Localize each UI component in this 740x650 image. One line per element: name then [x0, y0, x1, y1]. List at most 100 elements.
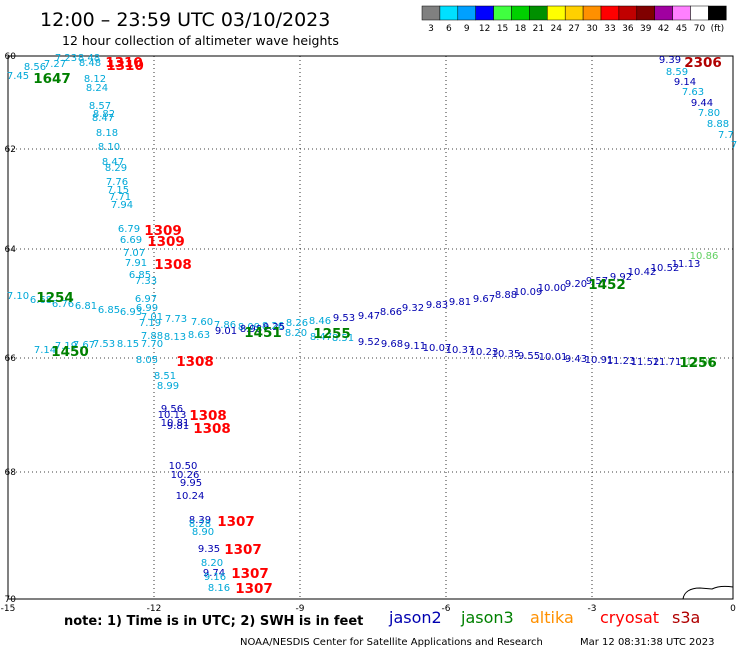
swh-value: 8.56: [24, 62, 46, 73]
swh-value: 10.52: [651, 263, 680, 274]
pass-time-label: 1647: [33, 71, 71, 87]
coastline: [682, 585, 734, 600]
latitude-label: 70: [5, 595, 17, 605]
legend-cryosat: cryosat: [600, 608, 659, 627]
swh-value: 6.76: [52, 299, 74, 310]
scale-swatch: [511, 5, 530, 21]
swh-value: 9.43: [565, 354, 587, 365]
swh-value: 9.56: [161, 404, 183, 415]
swh-value: 6.97: [135, 294, 157, 305]
swh-value: 7.53: [93, 339, 115, 350]
swh-value: 11.13: [672, 259, 701, 270]
swh-value: 8.99: [157, 381, 179, 392]
swh-value: 7.15: [107, 185, 129, 196]
swh-value: 7.10: [7, 291, 29, 302]
swh-value: 11.71: [653, 357, 682, 368]
swh-value: 6.93: [120, 307, 142, 318]
swh-value: 7: [731, 140, 737, 151]
scale-swatch: [618, 5, 638, 21]
swh-value: 9.68: [381, 339, 403, 350]
swh-value: 10.37: [446, 345, 475, 356]
scale-label: 21: [533, 24, 544, 34]
pass-time-label: 1310: [105, 55, 143, 71]
scale-swatch: [547, 5, 566, 21]
swh-value: 8.13: [164, 332, 186, 343]
pass-time-label: 1255: [313, 326, 351, 342]
scale-label: 36: [622, 24, 634, 34]
swh-value: 9.52: [358, 337, 380, 348]
swh-value: 9.35: [198, 544, 220, 555]
swh-value: 8.10: [98, 142, 120, 153]
swh-value: 8.66: [380, 307, 402, 318]
scale-swatch: [582, 5, 602, 21]
swh-value: 9.01: [215, 326, 237, 337]
scale-swatch: [457, 5, 476, 21]
scale-label: 9: [464, 24, 470, 34]
longitude-label: -6: [442, 604, 451, 614]
scale-label: 6: [446, 24, 452, 34]
swh-value: 8.88: [495, 290, 517, 301]
pass-time-label: 1254: [36, 290, 74, 306]
swh-value: 7.60: [191, 317, 213, 328]
swh-value: 7.91: [125, 258, 147, 269]
swh-value: 9.81: [449, 297, 471, 308]
swh-value: 6.79: [118, 224, 140, 235]
scale-label: 12: [479, 24, 490, 34]
swh-value: 9.81: [167, 421, 189, 432]
page-title: 12:00 – 23:59 UTC 03/10/2023: [40, 9, 330, 31]
swh-value: 8.48: [78, 53, 100, 64]
swh-value: 9.32: [402, 303, 424, 314]
swh-value: 9.20: [565, 279, 587, 290]
swh-value: 10.23: [470, 347, 499, 358]
swh-value: 10.07: [423, 343, 452, 354]
legend-jason2: jason2: [388, 608, 442, 627]
legend-s3a: s3a: [672, 608, 700, 627]
swh-value: 10.09: [514, 287, 543, 298]
swh-value: 9.53: [333, 313, 355, 324]
swh-value: 11.52: [631, 357, 660, 368]
swh-value: 8.51: [332, 333, 354, 344]
swh-value: 11.23: [607, 356, 636, 367]
pass-time-label: 2306: [684, 55, 722, 71]
scale-label: 30: [586, 24, 598, 34]
swh-value: 8.16: [208, 583, 230, 594]
swh-value: 10.42: [628, 267, 657, 278]
swh-value: 7.88: [141, 331, 163, 342]
scale-swatch: [439, 5, 459, 21]
swh-value: 8.46: [309, 316, 331, 327]
swh-value: 9.57: [586, 276, 608, 287]
footnote: note: 1) Time is in UTC; 2) SWH is in fe…: [64, 614, 363, 629]
scale-swatch: [672, 5, 691, 21]
swh-value: 6.69: [120, 235, 142, 246]
latitude-label: 68: [5, 468, 17, 478]
swh-value: 10.35: [492, 349, 521, 360]
scale-label: 45: [676, 24, 687, 34]
swh-value: 6.85: [98, 305, 120, 316]
graticule: [8, 56, 733, 599]
swh-value: 9.39: [659, 55, 681, 66]
scale-label: 27: [568, 24, 579, 34]
pass-time-label: 1307: [217, 514, 255, 530]
scale-swatch: [529, 5, 548, 21]
swh-value: 7.63: [682, 87, 704, 98]
swh-value: 8.47: [102, 157, 124, 168]
swh-value: 7.76: [106, 177, 128, 188]
swh-value: 8.47: [310, 332, 332, 343]
swh-value: 10.86: [690, 251, 719, 262]
swh-value: 7.67: [73, 340, 95, 351]
swh-value: 8.28: [189, 519, 211, 530]
swh-value: 6.81: [75, 301, 97, 312]
longitude-labels: -15 -12 -9 -6 -3 0: [1, 604, 736, 614]
swh-value: 10.91: [585, 355, 614, 366]
swh-value: 6.85: [129, 270, 151, 281]
swh-value: 8.48: [79, 58, 101, 69]
pass-time-label: 1307: [235, 581, 273, 597]
swh-value: 8.82: [93, 109, 115, 120]
swh-value: 8.88: [707, 119, 729, 130]
swh-value: 8.98: [240, 324, 262, 335]
legend-jason3: jason3: [460, 608, 514, 627]
scale-label: 70: [694, 24, 706, 34]
